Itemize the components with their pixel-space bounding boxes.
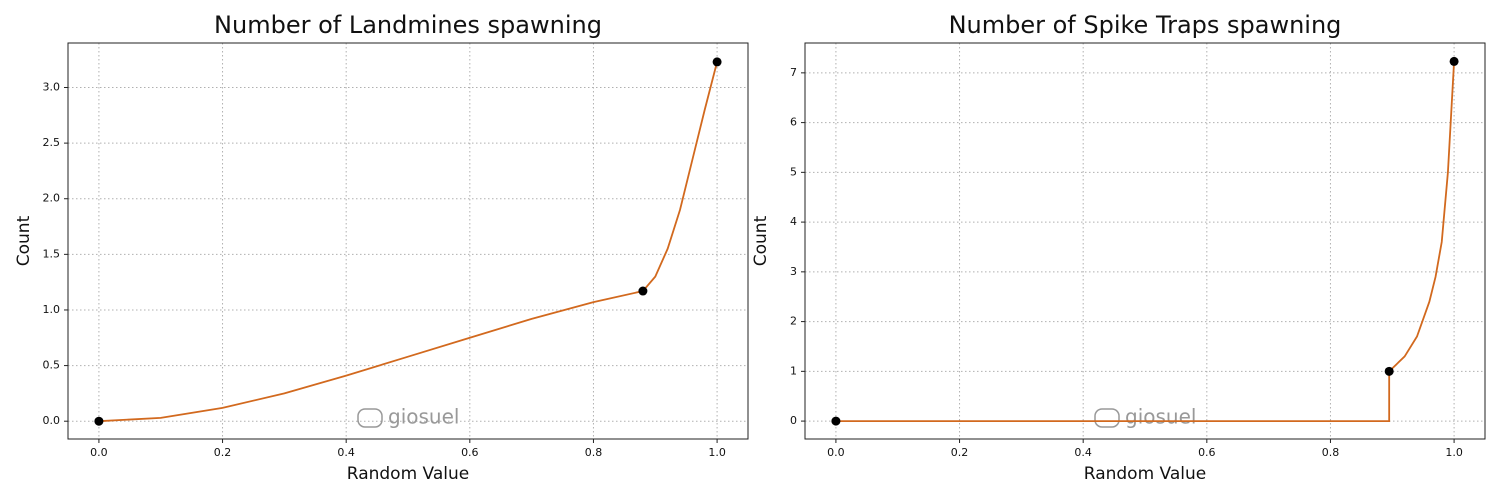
x-tick-label: 1.0 [1445,446,1463,459]
chart-title: Number of Landmines spawning [214,11,602,39]
key-point [831,416,841,426]
y-tick-label: 2 [790,315,797,328]
x-tick-label: 0.0 [827,446,845,459]
x-axis-label: Random Value [347,464,469,484]
x-tick-label: 0.8 [585,446,603,459]
x-tick-label: 0.4 [1074,446,1092,459]
key-point [638,286,648,296]
watermark: giosuel [388,405,459,429]
x-tick-label: 0.6 [1198,446,1216,459]
y-tick-label: 1.0 [43,303,61,316]
x-tick-label: 0.4 [337,446,355,459]
key-point [1449,56,1459,66]
y-tick-label: 3.0 [43,80,61,93]
key-point [1384,366,1394,376]
y-axis-label: Count [751,215,771,266]
curve [835,61,1455,422]
y-tick-label: 0.0 [43,414,61,427]
y-tick-label: 6 [790,116,797,129]
y-tick-label: 0 [790,414,797,427]
y-tick-label: 0.5 [43,359,61,372]
x-axis-label: Random Value [1084,464,1206,484]
y-tick-label: 1 [790,364,797,377]
y-axis-label: Count [14,215,34,266]
y-tick-label: 2.5 [43,136,61,149]
curve [98,61,718,423]
watermark-icon [1094,408,1120,428]
x-tick-label: 0.2 [214,446,232,459]
subplot: 0.0 0.2 0.4 0.6 0.8 1.0 0 1 2 3 4 5 6 7 giosuel Number … [751,11,1486,484]
x-tick-label: 1.0 [708,446,726,459]
y-tick-label: 1.5 [43,247,61,260]
watermark: giosuel [1125,405,1196,429]
x-tick-label: 0.8 [1322,446,1340,459]
key-point [712,57,722,67]
y-tick-label: 5 [790,165,797,178]
subplot: 0.0 0.2 0.4 0.6 0.8 1.0 0.0 0.5 1.0 1.5 2.0 2.5 3.0 g… [14,11,749,484]
y-tick-label: 4 [790,215,797,228]
key-point [94,416,104,426]
x-tick-label: 0.0 [90,446,108,459]
x-tick-label: 0.2 [951,446,969,459]
axes-frame [804,42,1486,440]
y-tick-label: 2.0 [43,192,61,205]
watermark-icon [357,408,383,428]
y-tick-label: 7 [790,66,797,79]
y-tick-label: 3 [790,265,797,278]
chart-title: Number of Spike Traps spawning [949,11,1342,39]
x-tick-label: 0.6 [461,446,479,459]
axes-frame [67,42,749,440]
